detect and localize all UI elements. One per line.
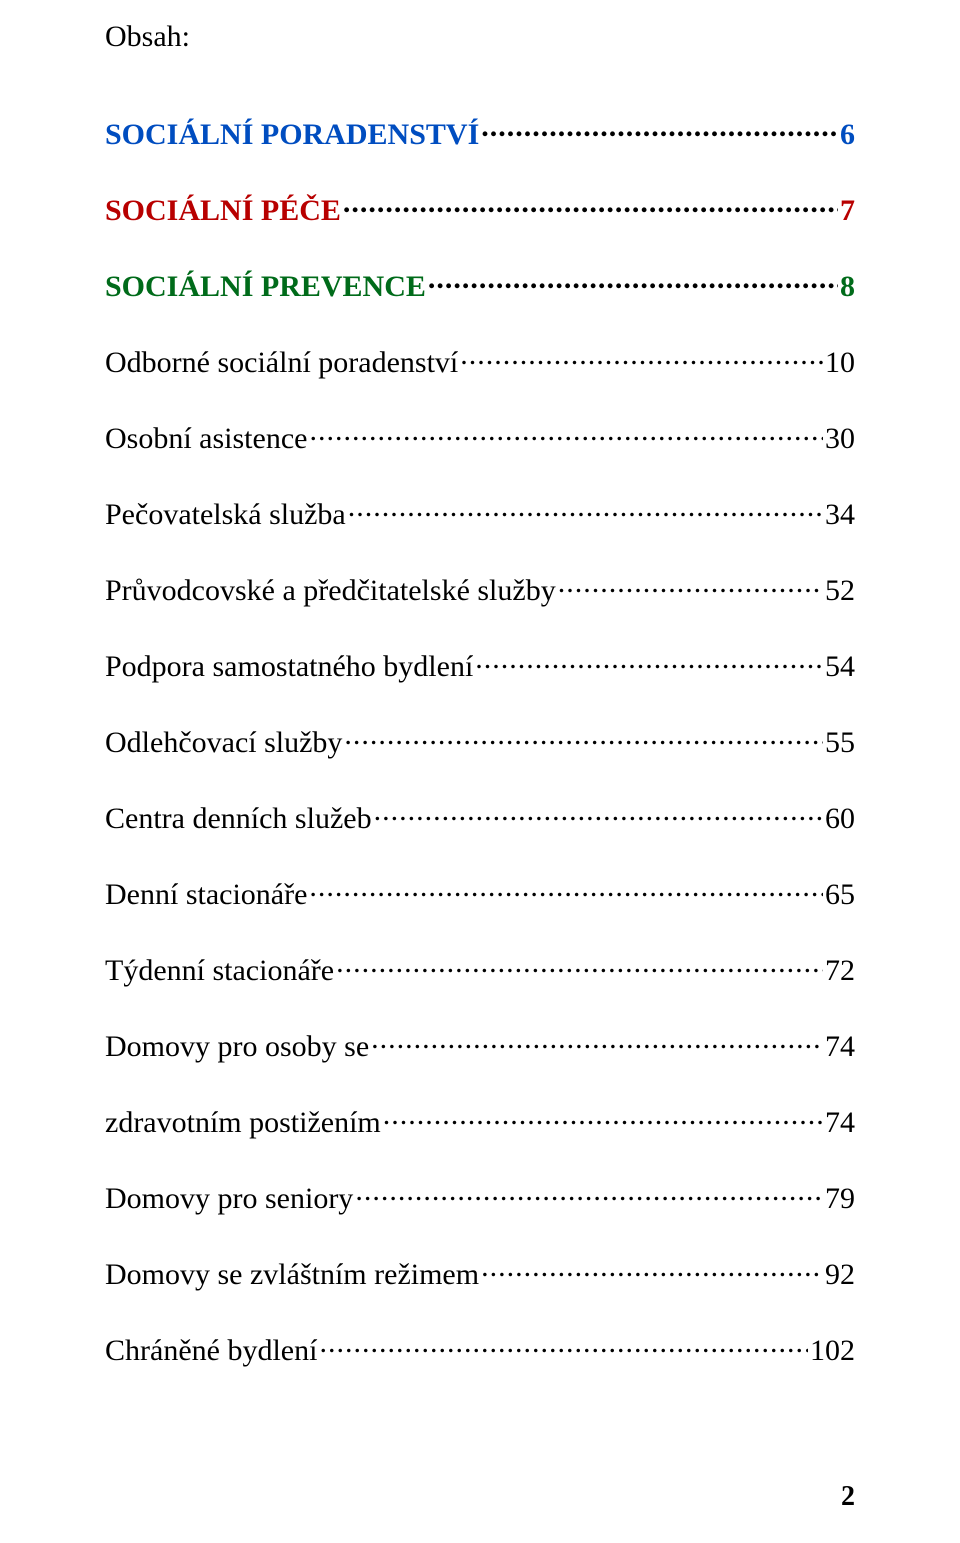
toc-entry-label: SOCIÁLNÍ PÉČE <box>105 194 341 228</box>
toc-entry[interactable]: Centra denních služeb...................… <box>105 798 855 836</box>
toc-leader-dots: ........................................… <box>481 1254 823 1284</box>
toc-entry[interactable]: Osobní asistence........................… <box>105 418 855 456</box>
toc-leader-dots: ........................................… <box>355 1178 823 1208</box>
toc-entry[interactable]: SOCIÁLNÍ PÉČE...........................… <box>105 190 855 228</box>
toc-entry[interactable]: Odborné sociální poradenství............… <box>105 342 855 380</box>
toc-entry-label: Domovy pro osoby se <box>105 1030 369 1064</box>
toc-leader-dots: ........................................… <box>336 950 823 980</box>
toc-entry[interactable]: SOCIÁLNÍ PREVENCE.......................… <box>105 266 855 304</box>
toc-entry-label: Osobní asistence <box>105 422 307 456</box>
toc-entry-label: Chráněné bydlení <box>105 1334 317 1368</box>
toc-entry[interactable]: Domovy pro osoby se.....................… <box>105 1026 855 1064</box>
toc-entry-page: 8 <box>840 270 855 304</box>
toc-leader-dots: ........................................… <box>460 342 823 372</box>
toc-entry-page: 55 <box>825 726 855 760</box>
toc-entry-label: Domovy se zvláštním režimem <box>105 1258 479 1292</box>
toc-entry-page: 30 <box>825 422 855 456</box>
toc-entry-page: 7 <box>840 194 855 228</box>
toc-entry-page: 74 <box>825 1106 855 1140</box>
toc-entry-page: 92 <box>825 1258 855 1292</box>
toc-entry[interactable]: Týdenní stacionáře......................… <box>105 950 855 988</box>
toc-heading: Obsah: <box>105 20 855 54</box>
toc-leader-dots: ........................................… <box>374 798 823 828</box>
toc-entry-page: 102 <box>810 1334 855 1368</box>
toc-leader-dots: ........................................… <box>475 646 823 676</box>
toc-entry-label: zdravotním postižením <box>105 1106 381 1140</box>
toc-leader-dots: ........................................… <box>309 874 823 904</box>
toc-entry[interactable]: SOCIÁLNÍ PORADENSTVÍ....................… <box>105 114 855 152</box>
toc-list: SOCIÁLNÍ PORADENSTVÍ....................… <box>105 114 855 1368</box>
toc-entry-label: Týdenní stacionáře <box>105 954 334 988</box>
toc-entry[interactable]: Podpora samostatného bydlení............… <box>105 646 855 684</box>
toc-leader-dots: ........................................… <box>481 114 838 144</box>
toc-entry-page: 60 <box>825 802 855 836</box>
toc-entry[interactable]: Průvodcovské a předčitatelské služby....… <box>105 570 855 608</box>
toc-leader-dots: ........................................… <box>344 722 823 752</box>
toc-entry-label: SOCIÁLNÍ PORADENSTVÍ <box>105 118 479 152</box>
toc-entry[interactable]: Domovy pro seniory......................… <box>105 1178 855 1216</box>
toc-leader-dots: ........................................… <box>309 418 823 448</box>
toc-entry-page: 52 <box>825 574 855 608</box>
page-number: 2 <box>841 1481 855 1513</box>
toc-entry[interactable]: Domovy se zvláštním režimem.............… <box>105 1254 855 1292</box>
toc-entry-page: 6 <box>840 118 855 152</box>
toc-entry[interactable]: Pečovatelská služba.....................… <box>105 494 855 532</box>
toc-leader-dots: ........................................… <box>383 1102 823 1132</box>
toc-entry[interactable]: Chráněné bydlení........................… <box>105 1330 855 1368</box>
toc-entry-label: Podpora samostatného bydlení <box>105 650 473 684</box>
toc-entry-page: 79 <box>825 1182 855 1216</box>
toc-entry-label: Centra denních služeb <box>105 802 372 836</box>
toc-entry-page: 54 <box>825 650 855 684</box>
toc-entry-page: 74 <box>825 1030 855 1064</box>
toc-entry-page: 34 <box>825 498 855 532</box>
toc-leader-dots: ........................................… <box>343 190 838 220</box>
toc-leader-dots: ........................................… <box>428 266 838 296</box>
toc-entry-label: Domovy pro seniory <box>105 1182 353 1216</box>
toc-entry-page: 10 <box>825 346 855 380</box>
toc-leader-dots: ........................................… <box>348 494 823 524</box>
toc-entry-label: Průvodcovské a předčitatelské služby <box>105 574 556 608</box>
toc-entry[interactable]: Denní stacionáře........................… <box>105 874 855 912</box>
toc-entry-page: 65 <box>825 878 855 912</box>
toc-leader-dots: ........................................… <box>558 570 823 600</box>
toc-entry-label: Odborné sociální poradenství <box>105 346 458 380</box>
toc-entry-label: SOCIÁLNÍ PREVENCE <box>105 270 426 304</box>
toc-leader-dots: ........................................… <box>371 1026 823 1056</box>
toc-entry[interactable]: zdravotním postižením...................… <box>105 1102 855 1140</box>
toc-entry-label: Denní stacionáře <box>105 878 307 912</box>
toc-entry-label: Odlehčovací služby <box>105 726 342 760</box>
toc-entry[interactable]: Odlehčovací služby......................… <box>105 722 855 760</box>
toc-leader-dots: ........................................… <box>319 1330 808 1360</box>
toc-entry-page: 72 <box>825 954 855 988</box>
toc-entry-label: Pečovatelská služba <box>105 498 346 532</box>
